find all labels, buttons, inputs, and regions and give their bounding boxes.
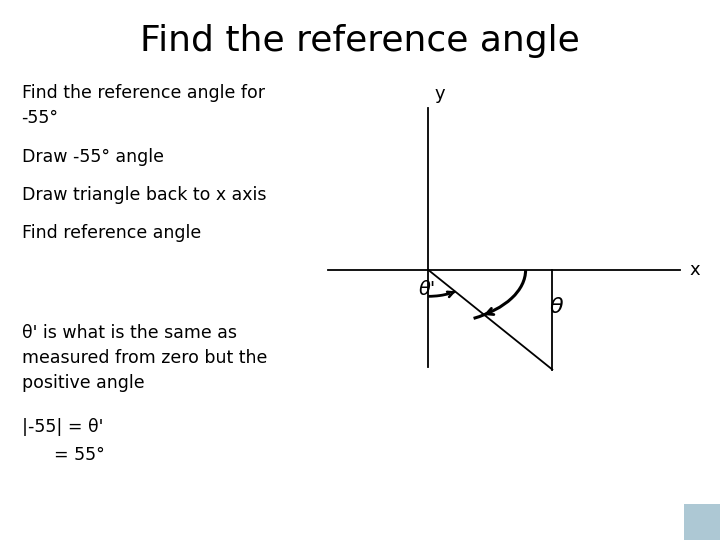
Text: θ' is what is the same as
measured from zero but the
positive angle: θ' is what is the same as measured from …	[22, 324, 267, 392]
Text: |-55| = θ': |-55| = θ'	[22, 418, 103, 436]
Bar	[684, 504, 720, 540]
Text: Find the reference angle for
-55°: Find the reference angle for -55°	[22, 84, 265, 127]
Text: Draw -55° angle: Draw -55° angle	[22, 148, 163, 166]
Text: θ': θ'	[419, 280, 436, 299]
Text: y: y	[434, 85, 445, 103]
Text: Find the reference angle: Find the reference angle	[140, 24, 580, 58]
Text: = 55°: = 55°	[54, 446, 104, 463]
Text: Find reference angle: Find reference angle	[22, 224, 201, 242]
Text: Draw triangle back to x axis: Draw triangle back to x axis	[22, 186, 266, 204]
Text: x: x	[689, 261, 700, 279]
Text: θ: θ	[549, 298, 563, 318]
